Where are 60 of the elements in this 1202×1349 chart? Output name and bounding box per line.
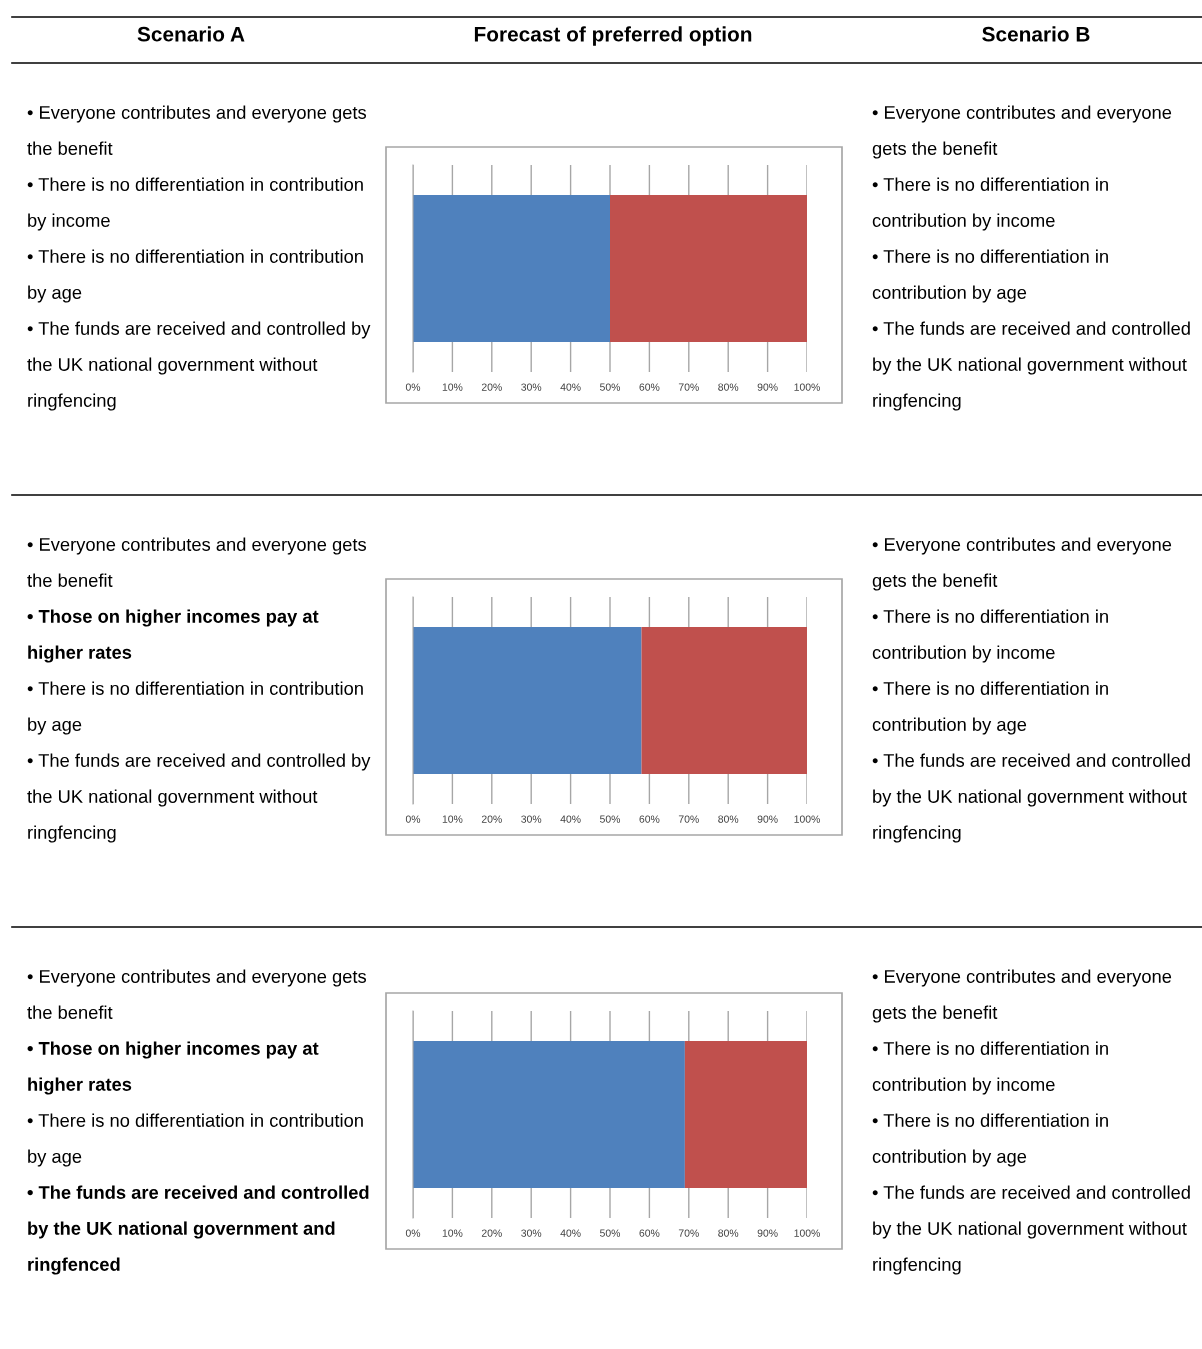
x-tick-label: 20% xyxy=(481,1229,502,1237)
text: • The funds are received and controlled by the UK national government without ringfencing xyxy=(27,321,371,411)
x-tick-label: 10% xyxy=(442,383,463,391)
x-tick-label: 100% xyxy=(794,815,820,823)
x-tick-label: 10% xyxy=(442,1229,463,1237)
x-tick-label: 40% xyxy=(560,815,581,823)
text: • The funds are received and controlled by the UK national government without ringfencing xyxy=(872,753,1190,843)
x-tick-label: 50% xyxy=(599,815,621,823)
x-tick-label: 30% xyxy=(521,1229,542,1237)
x-tick-label: 50% xyxy=(599,383,621,391)
x-tick-label: 90% xyxy=(757,815,778,823)
x-tick-label: 80% xyxy=(718,1229,739,1237)
x-tick-label: 10% xyxy=(442,815,463,823)
x-tick-label: 60% xyxy=(639,815,660,823)
x-tick-label: 30% xyxy=(521,815,542,823)
x-tick-label: 70% xyxy=(678,383,699,391)
text: • There is no differentiation in contribution by age xyxy=(872,249,1108,303)
x-tick-label: 90% xyxy=(757,383,778,391)
text: • Everyone contributes and everyone gets the benefit xyxy=(872,537,1172,591)
x-tick-label: 40% xyxy=(560,1229,581,1237)
text: • There is no differentiation in contribution by age xyxy=(27,681,363,735)
x-tick-label: 20% xyxy=(481,383,502,391)
text: • The funds are received and controlled by the UK national government without ringfencing xyxy=(872,321,1190,411)
text: • Everyone contributes and everyone gets the benefit xyxy=(27,537,367,587)
text: Forecast of preferred option xyxy=(474,26,752,46)
x-tick-label: 80% xyxy=(718,383,739,391)
x-tick-label: 80% xyxy=(718,815,739,823)
text: • Everyone contributes and everyone gets the benefit xyxy=(27,969,367,1019)
x-tick-label: 20% xyxy=(481,815,502,823)
text: • There is no differentiation in contribution by income xyxy=(872,177,1108,231)
text: Scenario A xyxy=(137,26,245,42)
x-tick-label: 40% xyxy=(560,383,581,391)
x-tick-label: 70% xyxy=(678,815,699,823)
x-tick-label: 100% xyxy=(794,383,820,391)
x-tick-label: 90% xyxy=(757,1229,778,1237)
text: Scenario B xyxy=(982,26,1090,42)
x-tick-label: 100% xyxy=(794,1229,820,1237)
text: • Those on higher incomes pay at higher rates xyxy=(27,1041,319,1095)
text: • There is no differentiation in contribution by age xyxy=(872,1113,1108,1167)
text: • There is no differentiation in contribution by age xyxy=(27,249,363,303)
x-tick-label: 0% xyxy=(405,815,421,823)
x-tick-label: 60% xyxy=(639,383,660,391)
text: • There is no differentiation in contribution by income xyxy=(872,609,1108,663)
text: • Everyone contributes and everyone gets the benefit xyxy=(872,105,1172,159)
text: • There is no differentiation in contribution by income xyxy=(872,1041,1108,1095)
text: • The funds are received and controlled by the UK national government without ringfencing xyxy=(27,753,371,843)
x-tick-label: 0% xyxy=(405,383,421,391)
x-tick-label: 60% xyxy=(639,1229,660,1237)
text: • There is no differentiation in contribution by income xyxy=(27,177,363,231)
x-tick-label: 0% xyxy=(405,1229,421,1237)
x-tick-label: 50% xyxy=(599,1229,621,1237)
text: • There is no differentiation in contribution by age xyxy=(27,1113,363,1167)
x-tick-label: 70% xyxy=(678,1229,699,1237)
text: • There is no differentiation in contribution by age xyxy=(872,681,1108,735)
text: • Everyone contributes and everyone gets the benefit xyxy=(27,105,367,155)
text: • The funds are received and controlled by the UK national government without ringfencing xyxy=(872,1185,1190,1275)
text: • Everyone contributes and everyone gets the benefit xyxy=(872,969,1172,1023)
x-tick-label: 30% xyxy=(521,383,542,391)
text: • Those on higher incomes pay at higher rates xyxy=(27,609,319,663)
text: • The funds are received and controlled by the UK national government and ringfenced xyxy=(27,1185,369,1275)
